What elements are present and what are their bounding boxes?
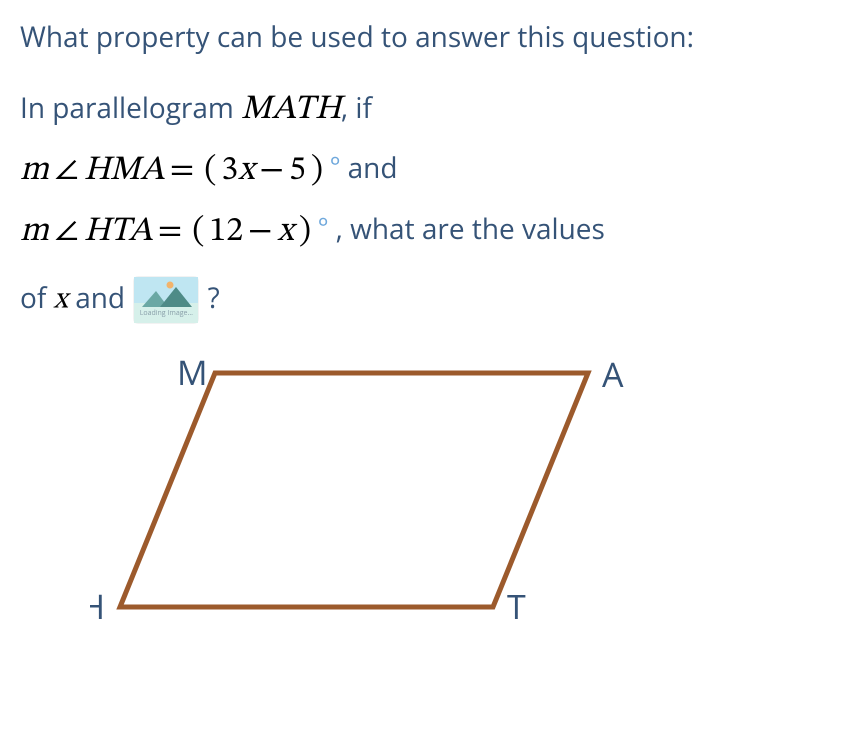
loading-image-placeholder: Loading Image... [134,277,198,323]
vertex-label-h: H [90,583,105,629]
parallelogram-diagram: M A H T [90,345,831,650]
question-body: In parallelogram MATH, if m∠HMA=(3x−5)∘ … [20,84,831,323]
vertex-label-t: T [507,583,526,629]
question-header: What property can be used to answer this… [20,18,831,56]
angle2-expression: m∠HTA=(12−x)∘ [20,215,328,249]
parallelogram-svg: M A H T [90,345,650,645]
shape-name-math: MATH [241,93,341,127]
of-word: of [20,279,46,317]
tail-text: , what are the values [336,210,605,248]
parallelogram-shape [120,373,588,607]
x-variable: x [54,285,68,315]
intro-text: In parallelogram [20,89,234,127]
after-shape: , if [341,89,372,127]
question-mark: ? [208,279,220,317]
and-word-1: and [348,149,398,187]
angle1-expression: m∠HMA=(3x−5)∘ [20,154,340,188]
vertex-label-a: A [602,351,624,397]
and-word-2: and [75,279,125,317]
vertex-label-m: M [177,349,208,395]
loading-label: Loading Image... [140,309,193,320]
